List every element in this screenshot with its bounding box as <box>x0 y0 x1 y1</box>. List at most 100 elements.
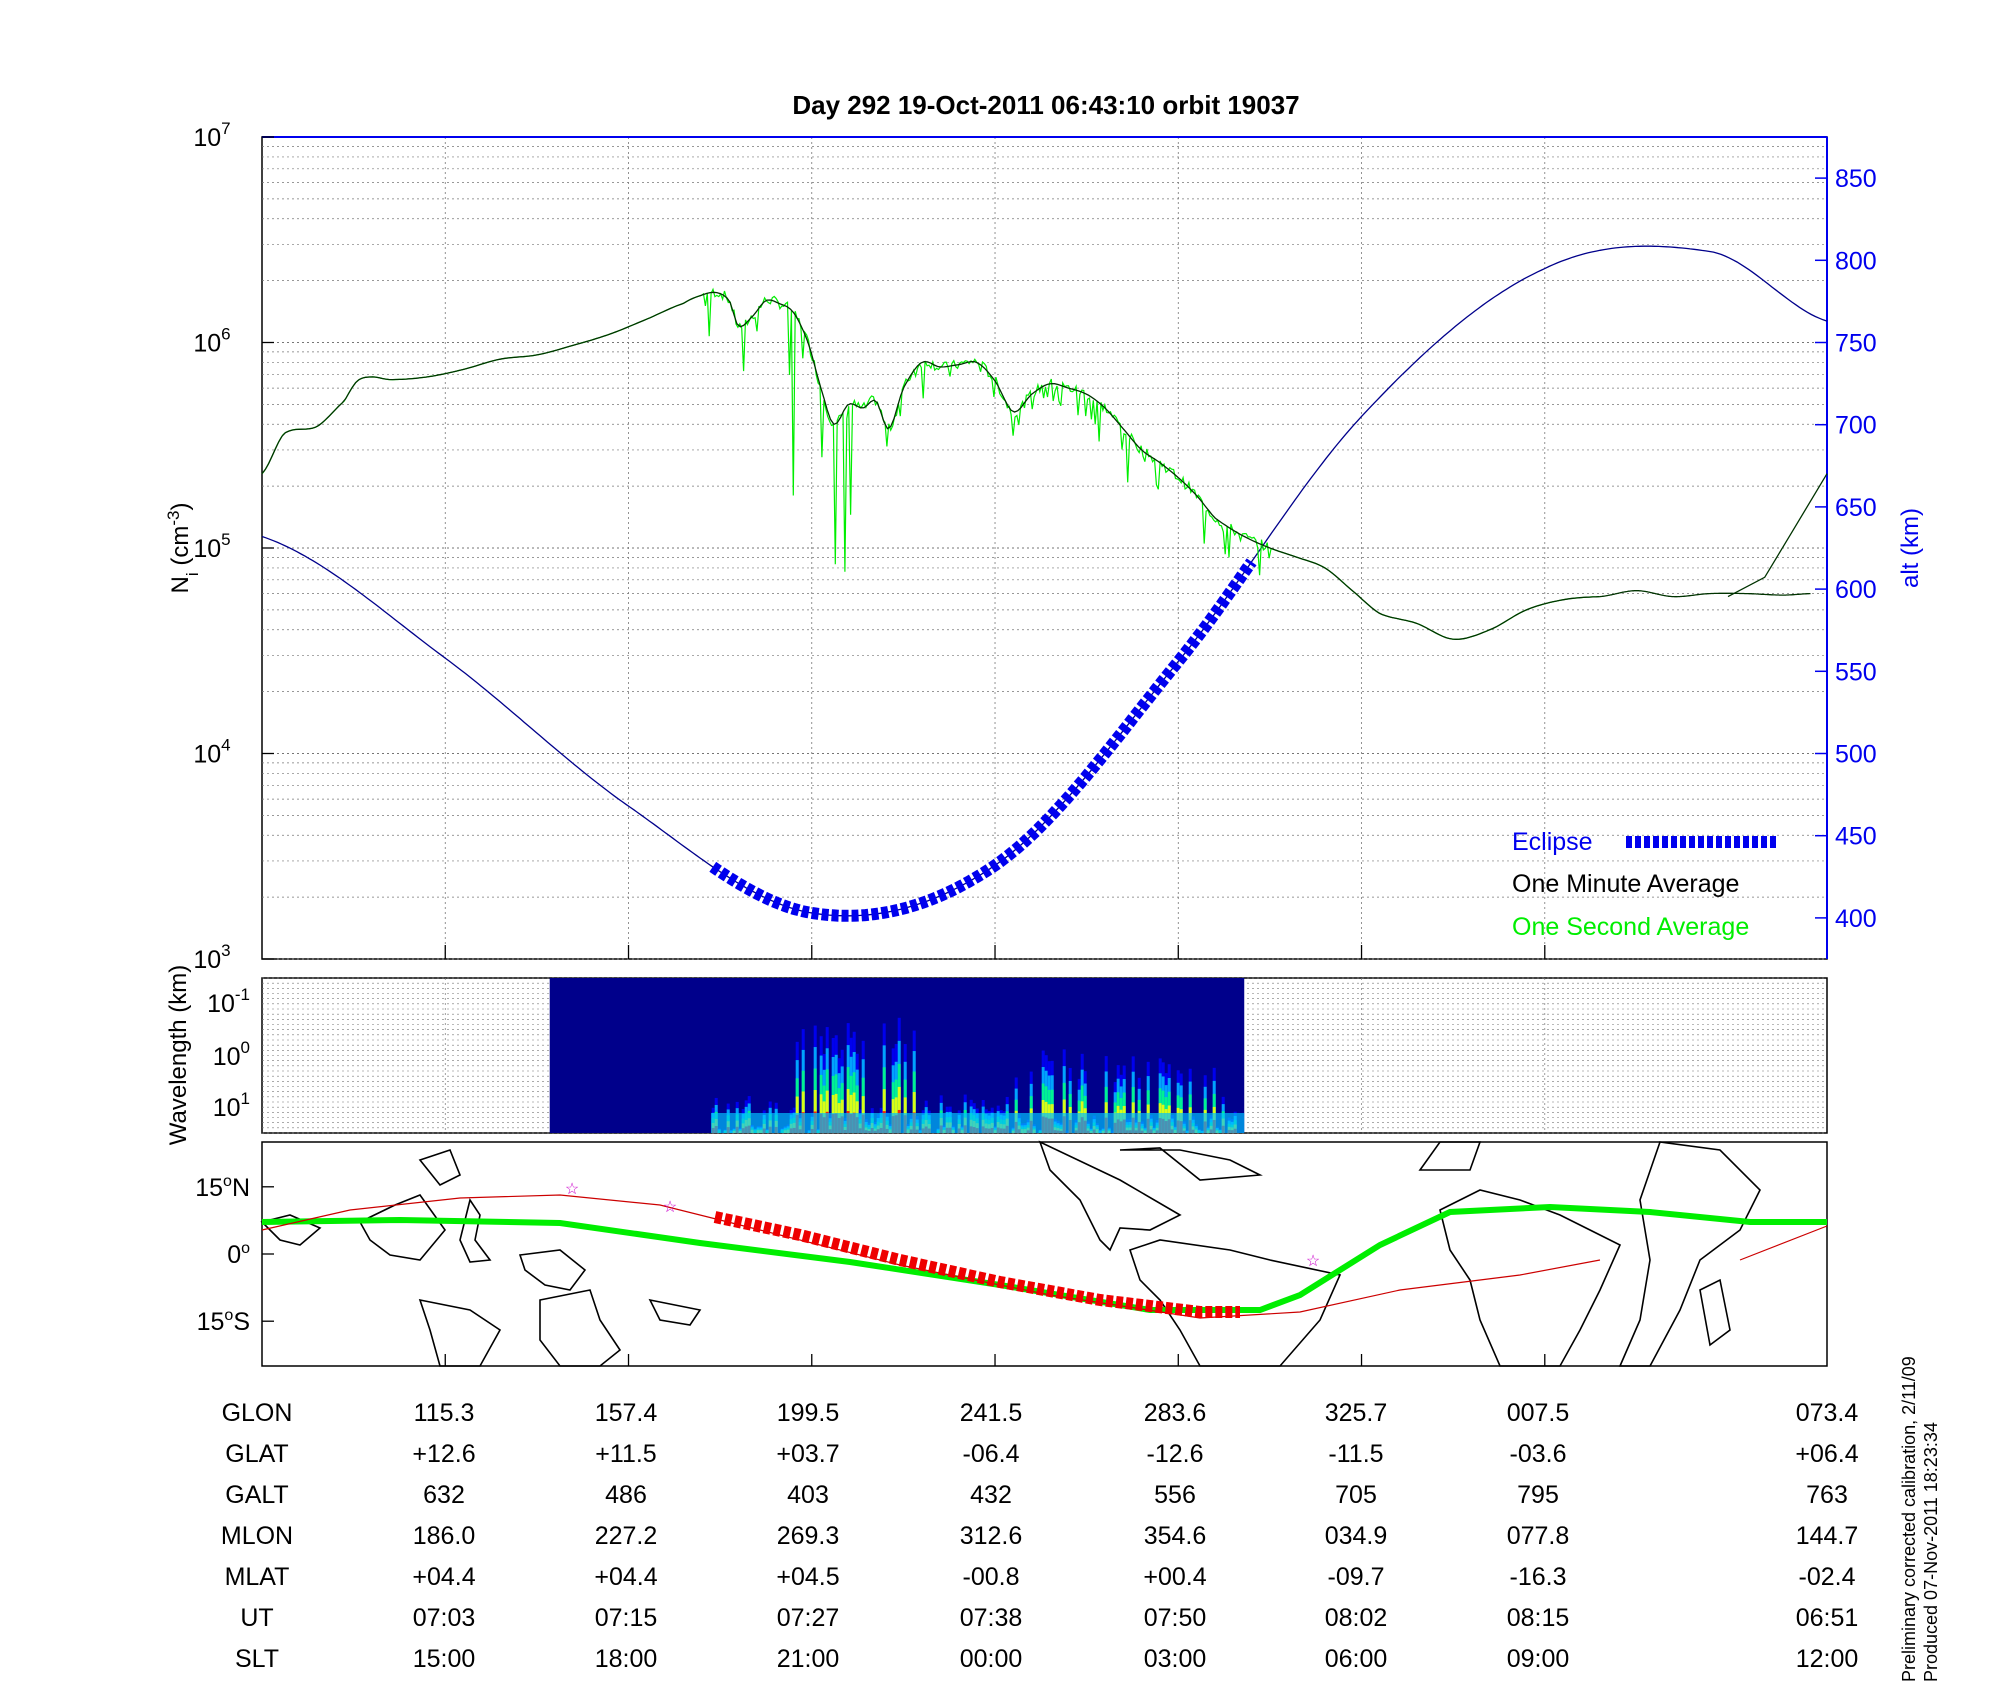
table-cell: +06.4 <box>1795 1440 1858 1468</box>
table-cell: +11.5 <box>595 1440 656 1468</box>
table-cell: +04.5 <box>776 1563 839 1591</box>
map-lat-label: 15oS <box>197 1307 250 1336</box>
star-marker: ☆ <box>565 1181 579 1198</box>
coastline <box>518 1249 587 1291</box>
table-cell: 186.0 <box>413 1522 476 1550</box>
table-row-label: GLAT <box>225 1440 288 1468</box>
map-lat-ticks: 15oN 0o 15oS <box>195 1173 1546 1366</box>
coastline <box>648 1298 702 1326</box>
coastline <box>1119 1147 1263 1181</box>
y-tick-label: 104 <box>193 736 230 769</box>
y2-tick-label: 500 <box>1835 741 1877 769</box>
table-cell: 08:15 <box>1507 1604 1570 1632</box>
y-tick-label: 106 <box>193 325 230 358</box>
table-cell: 486 <box>605 1481 647 1509</box>
coastline <box>1418 1141 1482 1171</box>
wavelength-tick-label: 10-1 <box>207 985 250 1018</box>
table-cell: -02.4 <box>1799 1563 1856 1591</box>
legend: Eclipse One Minute Average One Second Av… <box>1512 828 1778 941</box>
y2-tick-label: 550 <box>1835 658 1877 686</box>
table-cell: -00.8 <box>963 1563 1020 1591</box>
table-cell: 00:00 <box>960 1645 1023 1673</box>
table-cell: 283.6 <box>1144 1399 1207 1427</box>
y2-tick-label: 450 <box>1835 823 1877 851</box>
table-cell: -09.7 <box>1328 1563 1385 1591</box>
altitude-y-ticks: 400 450 500 550 600 650 700 750 800 850 <box>1815 165 1877 933</box>
table-cell: 241.5 <box>960 1399 1023 1427</box>
wavelength-grid <box>262 977 1827 1134</box>
table-cell: 199.5 <box>777 1399 840 1427</box>
y2-tick-label: 750 <box>1835 330 1877 358</box>
table-row-label: SLT <box>235 1645 279 1673</box>
coastline <box>418 1149 462 1187</box>
table-cell: 403 <box>787 1481 829 1509</box>
wavelength-y-ticks: 10-1 100 101 <box>207 985 250 1122</box>
coastlines <box>260 1140 1761 1367</box>
y2-tick-label: 850 <box>1835 165 1877 193</box>
legend-eclipse-label: Eclipse <box>1512 828 1593 856</box>
table-cell: 325.7 <box>1325 1399 1388 1427</box>
table-row-label: MLON <box>221 1522 293 1550</box>
y-tick-label: 103 <box>193 941 230 974</box>
spectrogram-cell <box>852 1092 856 1133</box>
map-lat-label: 0o <box>227 1240 250 1269</box>
table-cell: -03.6 <box>1510 1440 1567 1468</box>
star-marker: ☆ <box>663 1199 677 1216</box>
altitude-y-label: alt (km) <box>1897 508 1924 588</box>
table-cell: 795 <box>1517 1481 1559 1509</box>
table-cell: -12.6 <box>1147 1440 1204 1468</box>
table-cell: 06:00 <box>1325 1645 1388 1673</box>
table-cell: 269.3 <box>777 1522 840 1550</box>
wavelength-panel: Wavelength (km) 10-1 100 101 <box>165 965 1828 1145</box>
table-cell: 07:03 <box>413 1604 476 1632</box>
density-y-label: Ni (cm-3) <box>164 503 202 594</box>
table-cell: +04.4 <box>412 1563 475 1591</box>
table-cell: 07:27 <box>777 1604 840 1632</box>
coastline <box>260 1214 322 1246</box>
table-cell: 09:00 <box>1507 1645 1570 1673</box>
spectrogram-band <box>710 1113 1245 1133</box>
one-minute-average-curve <box>1599 590 1811 598</box>
coastline <box>459 1198 492 1263</box>
y-tick-label: 105 <box>193 530 230 563</box>
coastline <box>1038 1140 1182 1252</box>
footer-produced: Produced 07-Nov-2011 18:23:34 <box>1921 1422 1941 1682</box>
coastline <box>358 1194 447 1261</box>
density-y-ticks: 103 104 105 106 107 <box>193 119 274 974</box>
footer-calibration: Preliminary corrected calibration, 2/11/… <box>1899 1356 1919 1682</box>
table-cell: 18:00 <box>595 1645 658 1673</box>
table-cell: 312.6 <box>960 1522 1023 1550</box>
density-panel: 103 104 105 106 107 400 450 500 550 600 650 700 750… <box>164 119 1925 974</box>
table-cell: 07:50 <box>1144 1604 1207 1632</box>
y-tick-label: 107 <box>193 119 230 152</box>
legend-second-label: One Second Average <box>1512 913 1749 941</box>
spectrogram-cell <box>897 1086 901 1133</box>
y2-tick-label: 700 <box>1835 412 1877 440</box>
table-cell: 354.6 <box>1144 1522 1207 1550</box>
map-tracks: ☆ ☆ ☆ <box>261 1181 1828 1319</box>
table-cell: 115.3 <box>414 1399 475 1427</box>
table-cell: -16.3 <box>1510 1563 1567 1591</box>
one-minute-average-curve-end <box>1727 473 1828 598</box>
map-panel: ☆ ☆ ☆ 15oN 0o 15oS <box>195 1140 1828 1367</box>
table-cell: 06:51 <box>1796 1604 1859 1632</box>
table-row-label: GLON <box>222 1399 293 1427</box>
altitude-curve <box>261 245 1828 917</box>
table-cell: +12.6 <box>412 1440 475 1468</box>
table-row-label: MLAT <box>225 1563 290 1591</box>
table-cell: +04.4 <box>594 1563 657 1591</box>
table-cell: 705 <box>1335 1481 1377 1509</box>
ground-track-end <box>1739 1225 1828 1261</box>
table-row-label: GALT <box>225 1481 288 1509</box>
star-marker: ☆ <box>1306 1253 1320 1270</box>
chart-title: Day 292 19-Oct-2011 06:43:10 orbit 19037 <box>792 90 1299 120</box>
table-row-label: UT <box>240 1604 273 1632</box>
table-cell: 073.4 <box>1796 1399 1859 1427</box>
legend-minute-label: One Minute Average <box>1512 870 1739 898</box>
table-cell: -06.4 <box>963 1440 1020 1468</box>
table-cell: 21:00 <box>777 1645 840 1673</box>
coastline <box>1699 1278 1731 1347</box>
map-panel-frame <box>261 1141 1828 1367</box>
table-cell: 15:00 <box>413 1645 476 1673</box>
wavelength-tick-label: 100 <box>213 1038 250 1071</box>
